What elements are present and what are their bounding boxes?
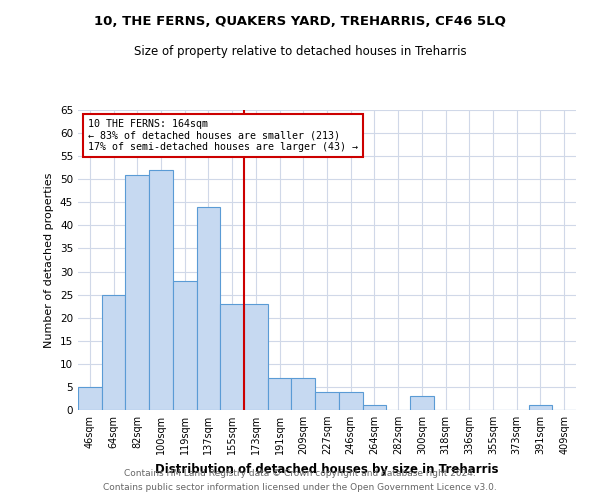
Bar: [292, 378, 315, 410]
Bar: [78, 387, 102, 410]
Bar: [220, 304, 244, 410]
Text: Contains public sector information licensed under the Open Government Licence v3: Contains public sector information licen…: [103, 484, 497, 492]
Bar: [173, 281, 197, 410]
Bar: [268, 378, 292, 410]
Bar: [362, 406, 386, 410]
X-axis label: Distribution of detached houses by size in Treharris: Distribution of detached houses by size …: [155, 462, 499, 475]
Bar: [125, 174, 149, 410]
Text: Contains HM Land Registry data © Crown copyright and database right 2024.: Contains HM Land Registry data © Crown c…: [124, 468, 476, 477]
Bar: [197, 207, 220, 410]
Y-axis label: Number of detached properties: Number of detached properties: [44, 172, 55, 348]
Bar: [339, 392, 362, 410]
Text: 10, THE FERNS, QUAKERS YARD, TREHARRIS, CF46 5LQ: 10, THE FERNS, QUAKERS YARD, TREHARRIS, …: [94, 15, 506, 28]
Bar: [410, 396, 434, 410]
Bar: [102, 294, 125, 410]
Bar: [244, 304, 268, 410]
Bar: [149, 170, 173, 410]
Text: Size of property relative to detached houses in Treharris: Size of property relative to detached ho…: [134, 45, 466, 58]
Text: 10 THE FERNS: 164sqm
← 83% of detached houses are smaller (213)
17% of semi-deta: 10 THE FERNS: 164sqm ← 83% of detached h…: [88, 119, 358, 152]
Bar: [315, 392, 339, 410]
Bar: [529, 406, 552, 410]
